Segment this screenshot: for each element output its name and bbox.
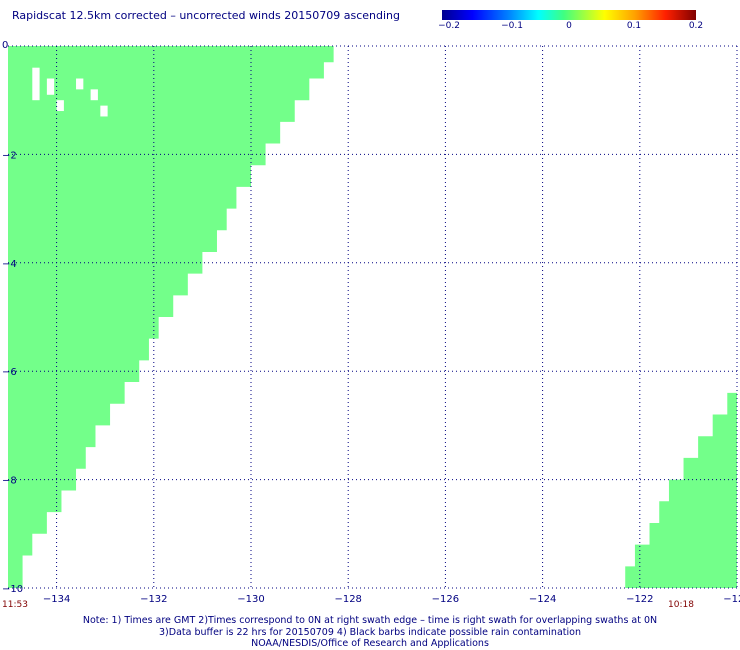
colorbar-label-neg: −0.1 xyxy=(501,21,523,31)
missing-data-cell xyxy=(46,78,55,95)
colorbar xyxy=(442,10,696,20)
x-tick-label: −126 xyxy=(432,594,459,605)
x-tick-label: −124 xyxy=(529,594,556,605)
y-tick-label: 0 xyxy=(2,40,8,51)
left-swath-time: 11:53 xyxy=(2,600,28,610)
missing-data-cell xyxy=(76,78,84,90)
x-tick-label: −120 xyxy=(723,594,740,605)
missing-data-cell xyxy=(90,89,98,101)
missing-data-cell xyxy=(100,105,108,117)
colorbar-label-min: −0.2 xyxy=(438,21,460,31)
y-tick-label: −10 xyxy=(2,584,23,595)
x-tick-label: −134 xyxy=(43,594,70,605)
note-line-2: 3)Data buffer is 22 hrs for 20150709 4) … xyxy=(159,627,581,638)
y-tick-label: −8 xyxy=(2,476,17,487)
y-tick-label: −6 xyxy=(2,367,17,378)
colorbar-label-zero: 0 xyxy=(566,21,572,31)
right-swath-time: 10:18 xyxy=(668,600,694,610)
right-swath xyxy=(625,392,737,588)
y-tick-label: −4 xyxy=(2,259,17,270)
map-title: Rapidscat 12.5km corrected – uncorrected… xyxy=(12,9,401,22)
x-tick-label: −128 xyxy=(334,594,361,605)
wind-map: −134 −132 −130 −128 −126 −124 −122 −120 0 −2 −4 −6 −… xyxy=(2,40,740,605)
colorbar-label-pos: 0.1 xyxy=(626,21,642,31)
left-swath xyxy=(8,46,341,588)
x-tick-label: −122 xyxy=(626,594,653,605)
missing-data-cell xyxy=(56,100,64,112)
y-tick-label: −2 xyxy=(2,150,17,161)
missing-data-cell xyxy=(32,67,40,101)
x-tick-label: −132 xyxy=(140,594,167,605)
note-line-1: Note: 1) Times are GMT 2)Times correspon… xyxy=(82,615,658,626)
note-line-3: NOAA/NESDIS/Office of Research and Appli… xyxy=(251,638,489,649)
colorbar-label-max: 0.2 xyxy=(688,21,704,31)
x-tick-label: −130 xyxy=(237,594,264,605)
